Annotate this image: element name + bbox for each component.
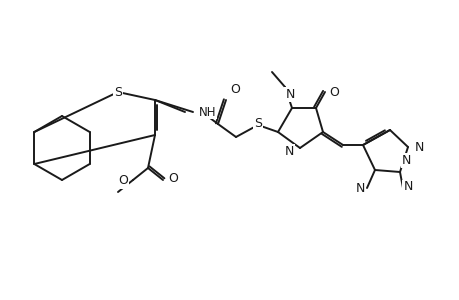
Text: O: O — [328, 85, 338, 98]
Text: N: N — [414, 140, 424, 154]
Text: N: N — [404, 181, 414, 194]
Text: N: N — [284, 145, 293, 158]
Text: N: N — [403, 181, 412, 194]
Text: N: N — [285, 88, 294, 101]
Text: S: S — [253, 116, 262, 130]
Text: O: O — [230, 83, 239, 96]
Text: O: O — [168, 172, 178, 184]
Text: N: N — [355, 182, 364, 196]
Text: O: O — [118, 175, 128, 188]
Text: N: N — [401, 154, 410, 167]
Text: NH: NH — [199, 106, 216, 118]
Text: S: S — [114, 85, 122, 98]
